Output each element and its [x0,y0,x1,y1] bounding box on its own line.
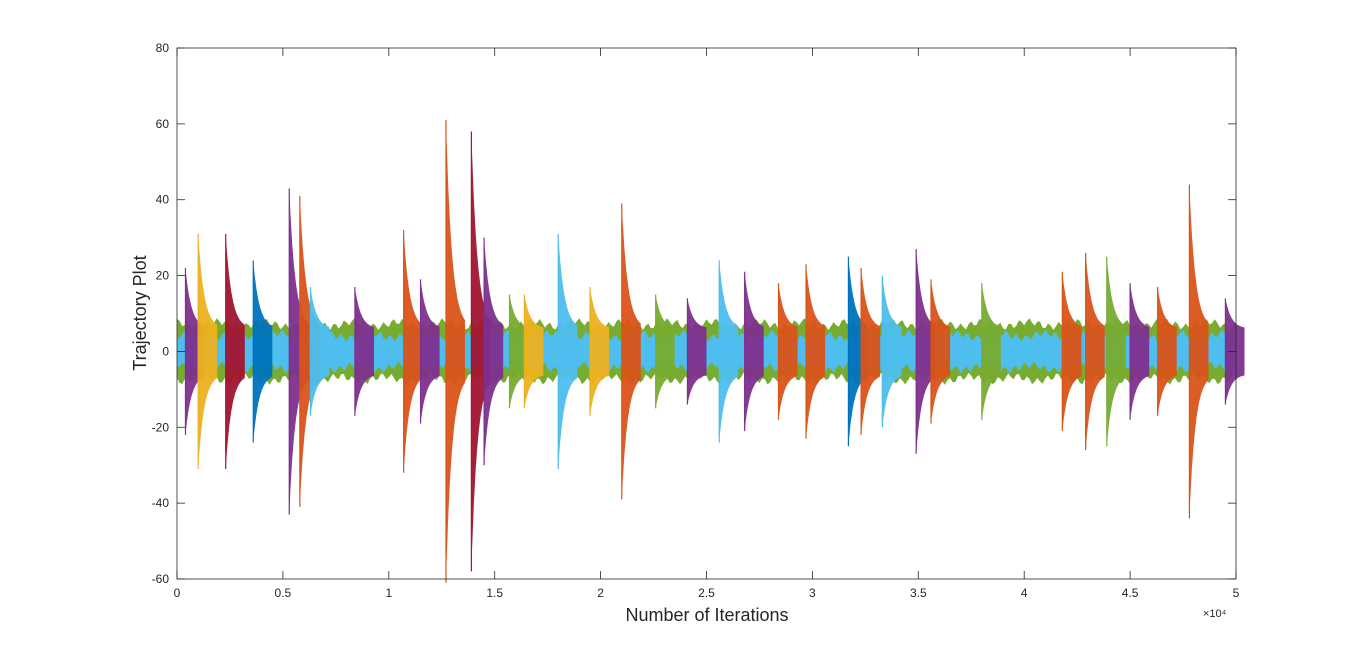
y-tick-label-7: 80 [156,41,170,55]
spike-13 [509,294,529,409]
spike-9 [420,279,440,424]
spikes-group [184,120,1245,583]
spike-6 [310,286,330,416]
x-tick-label-3: 1.5 [486,586,503,600]
y-tick-label-6: 60 [156,117,170,131]
spike-33 [1130,283,1150,420]
spike-20 [719,260,739,443]
spike-14 [524,294,544,409]
x-axis-label: Number of Iterations [625,605,788,625]
x-exponent-label: ×10⁴ [1203,608,1227,620]
y-tick-label-3: 0 [162,344,169,358]
spike-3 [253,260,273,443]
y-tick-label-1: -40 [152,496,170,510]
spike-7 [354,286,374,416]
y-tick-label-0: -60 [152,572,170,586]
spike-1 [198,233,218,469]
x-tick-label-7: 3.5 [910,586,927,600]
spike-12 [484,237,504,466]
spike-2 [225,233,245,469]
plot-area [177,48,1236,579]
x-tick-label-5: 2.5 [698,586,715,600]
spike-22 [778,283,798,420]
ticks-group: 0 0.5 1 1.5 2 2.5 3 3.5 4 4.5 5 -60 -40 -20 0 20 40 60 80 [152,41,1240,600]
spike-35 [1189,184,1209,519]
spike-16 [590,286,610,416]
spike-32 [1106,256,1126,447]
spike-26 [882,275,902,428]
spike-17 [621,203,641,500]
x-tick-label-9: 4.5 [1122,586,1139,600]
x-tick-label-8: 4 [1021,586,1028,600]
spike-4 [289,188,309,515]
x-tick-label-4: 2 [597,586,604,600]
spike-34 [1157,286,1177,416]
spike-15 [558,233,578,469]
spike-23 [806,264,826,439]
y-axis-label: Trajectory Plot [130,255,150,370]
spike-21 [744,271,764,432]
x-tick-label-0: 0 [174,586,181,600]
spike-11 [471,131,491,572]
x-tick-label-6: 3 [809,586,816,600]
spike-31 [1085,252,1105,450]
x-tick-label-10: 5 [1233,586,1240,600]
spike-10 [446,120,465,583]
spike-19 [687,298,707,405]
y-tick-label-2: -20 [152,420,170,434]
spike-30 [1062,271,1082,432]
spike-0 [185,268,205,435]
spike-5 [299,195,319,507]
spike-8 [403,230,423,473]
y-tick-label-4: 20 [156,269,170,283]
spike-25 [861,268,881,435]
spike-29 [981,283,1001,420]
spike-27 [916,249,936,454]
x-tick-label-2: 1 [385,586,392,600]
spike-28 [931,279,951,424]
x-tick-label-1: 0.5 [275,586,292,600]
spike-18 [655,294,675,409]
y-tick-label-5: 40 [156,193,170,207]
spike-24 [848,256,868,447]
